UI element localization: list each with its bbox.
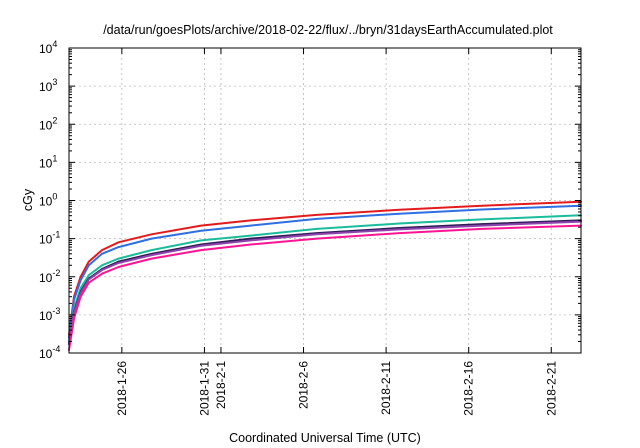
grid (69, 48, 581, 353)
x-tick-label: 2018-2-21 (544, 361, 558, 416)
series-line-teal (68, 214, 582, 343)
x-tick-label: 2018-2-1 (214, 361, 228, 409)
chart-title: /data/run/goesPlots/archive/2018-02-22/f… (103, 23, 553, 37)
x-axis-label: Coordinated Universal Time (UTC) (229, 431, 421, 445)
series-line-magenta (68, 224, 582, 351)
y-tick-label: 10-2 (39, 268, 60, 285)
y-tick-label: 102 (39, 115, 57, 132)
y-tick-label: 101 (39, 153, 57, 170)
series-line-purple (68, 220, 582, 346)
series-line-red (68, 200, 582, 336)
y-tick-label: 10-1 (39, 230, 60, 247)
x-tick-label: 2018-2-11 (379, 361, 393, 415)
y-tick-label: 10-4 (39, 344, 60, 361)
x-tick-label: 2018-1-31 (197, 361, 211, 416)
y-axis-label: cGy (21, 188, 35, 211)
ticks (69, 47, 581, 354)
series-group (68, 200, 582, 351)
y-tick-label: 103 (39, 77, 57, 94)
y-tick-label: 100 (39, 192, 57, 209)
y-tick-label: 10-3 (39, 306, 60, 323)
series-line-blue (68, 204, 582, 339)
y-tick-label: 104 (39, 39, 57, 56)
x-tick-labels: 2018-1-26 2018-1-31 2018-2-1 2018-2-6 2018-2… (115, 361, 558, 416)
y-tick-labels: 10-4 10-3 10-2 10-1 100 101 102 103 104 (39, 39, 60, 361)
x-tick-label: 2018-1-26 (115, 361, 129, 416)
x-tick-label: 2018-2-16 (462, 361, 476, 416)
x-tick-label: 2018-2-6 (297, 361, 311, 409)
